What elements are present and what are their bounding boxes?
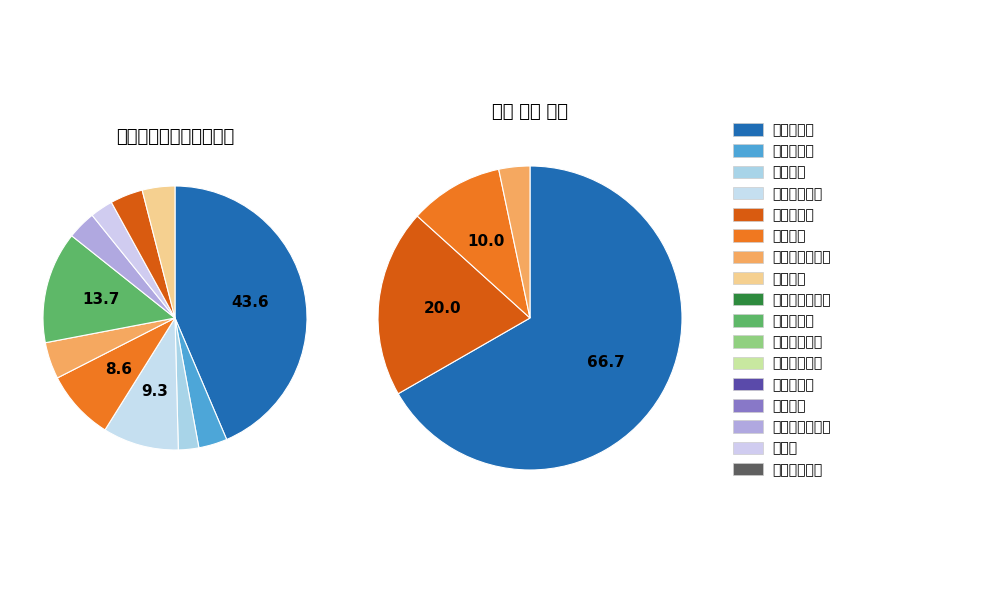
Wedge shape [43,236,175,343]
Text: 66.7: 66.7 [587,355,625,370]
Title: 宮城 大弥 選手: 宮城 大弥 選手 [492,103,568,121]
Text: 8.6: 8.6 [105,362,132,377]
Title: パ・リーグ全プレイヤー: パ・リーグ全プレイヤー [116,128,234,146]
Wedge shape [175,318,227,448]
Wedge shape [378,216,530,394]
Wedge shape [45,318,175,378]
Text: 10.0: 10.0 [467,234,505,249]
Legend: ストレート, ツーシーム, シュート, カットボール, スプリット, フォーク, チェンジアップ, シンカー, 高速スライダー, スライダー, 縦スライダー, : ストレート, ツーシーム, シュート, カットボール, スプリット, フォーク,… [727,118,837,482]
Wedge shape [142,186,175,318]
Wedge shape [92,202,175,318]
Wedge shape [175,186,307,439]
Wedge shape [111,190,175,318]
Text: 9.3: 9.3 [141,385,168,400]
Wedge shape [499,166,530,318]
Text: 13.7: 13.7 [82,292,119,307]
Wedge shape [175,318,199,450]
Wedge shape [105,318,178,450]
Wedge shape [398,166,682,470]
Wedge shape [57,318,175,430]
Text: 20.0: 20.0 [424,301,461,316]
Wedge shape [417,169,530,318]
Wedge shape [72,215,175,318]
Text: 43.6: 43.6 [231,295,269,310]
